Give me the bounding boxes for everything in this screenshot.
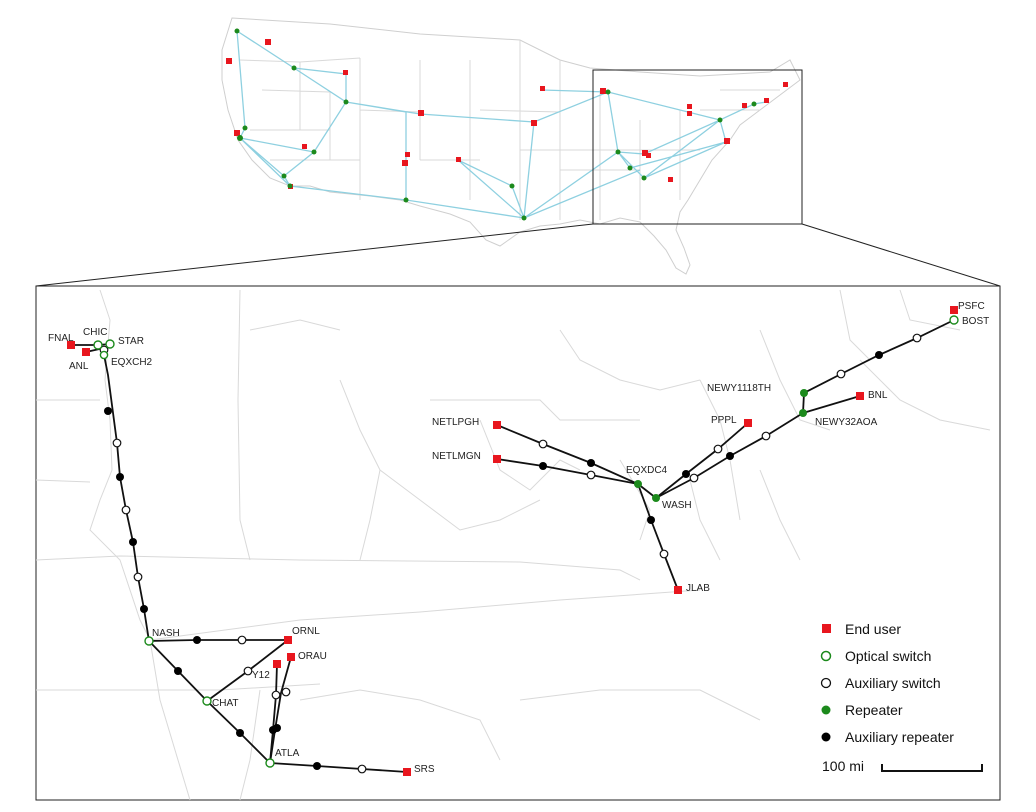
label-chic: CHIC <box>83 327 107 338</box>
label-star: STAR <box>118 336 144 347</box>
label-pppl: PPPL <box>711 415 737 426</box>
label-newy32aoa: NEWY32AOA <box>815 417 878 428</box>
label-chat: CHAT <box>212 698 238 709</box>
zoom-connector-right <box>801 223 1001 287</box>
node-labels: FNAL CHIC STAR ANL EQXCH2 NASH ORNL ORAU… <box>48 301 989 775</box>
zoom-box <box>592 69 803 225</box>
end-users <box>67 306 958 776</box>
legend-optical-switch: Optical switch <box>845 648 931 664</box>
label-bnl: BNL <box>868 390 888 401</box>
label-nash: NASH <box>152 628 180 639</box>
legend-auxiliary-switch: Auxiliary switch <box>845 675 941 691</box>
overview-map <box>221 17 803 275</box>
label-ornl: ORNL <box>292 626 320 637</box>
label-newy1118th: NEWY1118TH <box>707 383 771 394</box>
legend-auxiliary-repeater: Auxiliary repeater <box>845 729 954 745</box>
scale-label: 100 mi <box>822 758 864 774</box>
overview-repeaters <box>234 28 757 221</box>
label-anl: ANL <box>69 361 89 372</box>
detail-frame <box>35 285 1001 801</box>
label-srs: SRS <box>414 764 435 775</box>
label-netlpgh: NETLPGH <box>432 417 479 428</box>
label-wash: WASH <box>662 500 692 511</box>
scale-bar <box>881 764 983 772</box>
label-y12: Y12 <box>252 670 270 681</box>
legend-auxiliary-repeater-icon <box>821 732 831 742</box>
overview-links <box>236 30 767 219</box>
label-eqxdc4: EQXDC4 <box>626 465 668 476</box>
repeaters <box>634 389 808 502</box>
legend-auxiliary-switch-icon <box>820 677 832 689</box>
label-fnal: FNAL <box>48 333 74 344</box>
label-bost: BOST <box>962 316 989 327</box>
label-atla: ATLA <box>275 748 300 759</box>
detail-map: FNAL CHIC STAR ANL EQXCH2 NASH ORNL ORAU… <box>35 285 1001 801</box>
legend-end-user: End user <box>845 621 901 637</box>
legend-repeater-icon <box>821 705 831 715</box>
legend: End user Optical switch Auxiliary switch… <box>820 621 983 774</box>
legend-repeater: Repeater <box>845 702 903 718</box>
label-netlmgn: NETLMGN <box>432 451 481 462</box>
zoom-connector-left <box>35 223 594 287</box>
label-eqxch2: EQXCH2 <box>111 357 153 368</box>
optical-switches <box>93 315 959 768</box>
label-orau: ORAU <box>298 651 327 662</box>
label-psfc: PSFC <box>958 301 985 312</box>
legend-optical-switch-icon <box>820 650 832 662</box>
auxiliary-repeaters <box>104 351 883 770</box>
label-jlab: JLAB <box>686 583 710 594</box>
detail-state-borders <box>35 289 991 801</box>
auxiliary-switches <box>99 333 922 774</box>
legend-end-user-icon <box>822 624 831 633</box>
